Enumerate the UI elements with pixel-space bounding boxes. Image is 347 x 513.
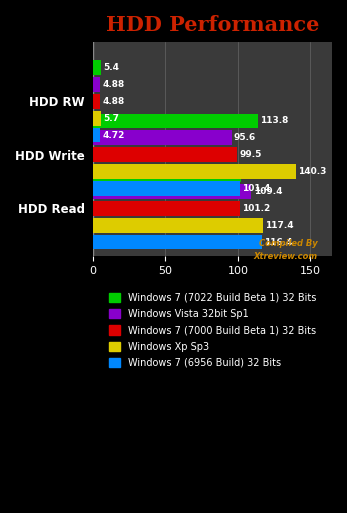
Bar [93, 147, 237, 162]
Text: Xtreview.com: Xtreview.com [253, 252, 318, 261]
Bar [93, 113, 258, 128]
Bar [93, 184, 252, 199]
Text: Compiled By: Compiled By [259, 239, 318, 248]
Text: 5.7: 5.7 [103, 114, 119, 123]
Text: 4.72: 4.72 [102, 130, 125, 140]
Bar [93, 94, 100, 109]
Text: 109.4: 109.4 [254, 187, 282, 196]
Text: 5.4: 5.4 [103, 63, 119, 72]
Text: 101.4: 101.4 [242, 184, 270, 193]
Text: 117.4: 117.4 [265, 221, 294, 230]
Text: 95.6: 95.6 [234, 133, 256, 142]
Text: 4.88: 4.88 [102, 80, 125, 89]
Bar [93, 128, 100, 143]
Text: 99.5: 99.5 [239, 150, 262, 159]
Bar [93, 218, 263, 232]
Text: 101.9: 101.9 [243, 170, 271, 179]
Title: HDD Performance: HDD Performance [106, 15, 319, 35]
Text: 113.8: 113.8 [260, 116, 288, 126]
Bar [93, 201, 240, 215]
Text: 140.3: 140.3 [298, 167, 327, 176]
Bar [93, 111, 101, 126]
Bar [93, 77, 100, 92]
Text: 116.4: 116.4 [264, 238, 292, 247]
Bar [93, 234, 262, 249]
Bar [93, 167, 240, 182]
Text: 101.2: 101.2 [242, 204, 270, 213]
Bar [93, 60, 101, 75]
Bar [93, 130, 231, 145]
Bar [93, 164, 296, 179]
Legend: Windows 7 (7022 Build Beta 1) 32 Bits, Windows Vista 32bit Sp1, Windows 7 (7000 : Windows 7 (7022 Build Beta 1) 32 Bits, W… [105, 289, 320, 372]
Text: 4.88: 4.88 [102, 97, 125, 106]
Bar [93, 181, 240, 196]
